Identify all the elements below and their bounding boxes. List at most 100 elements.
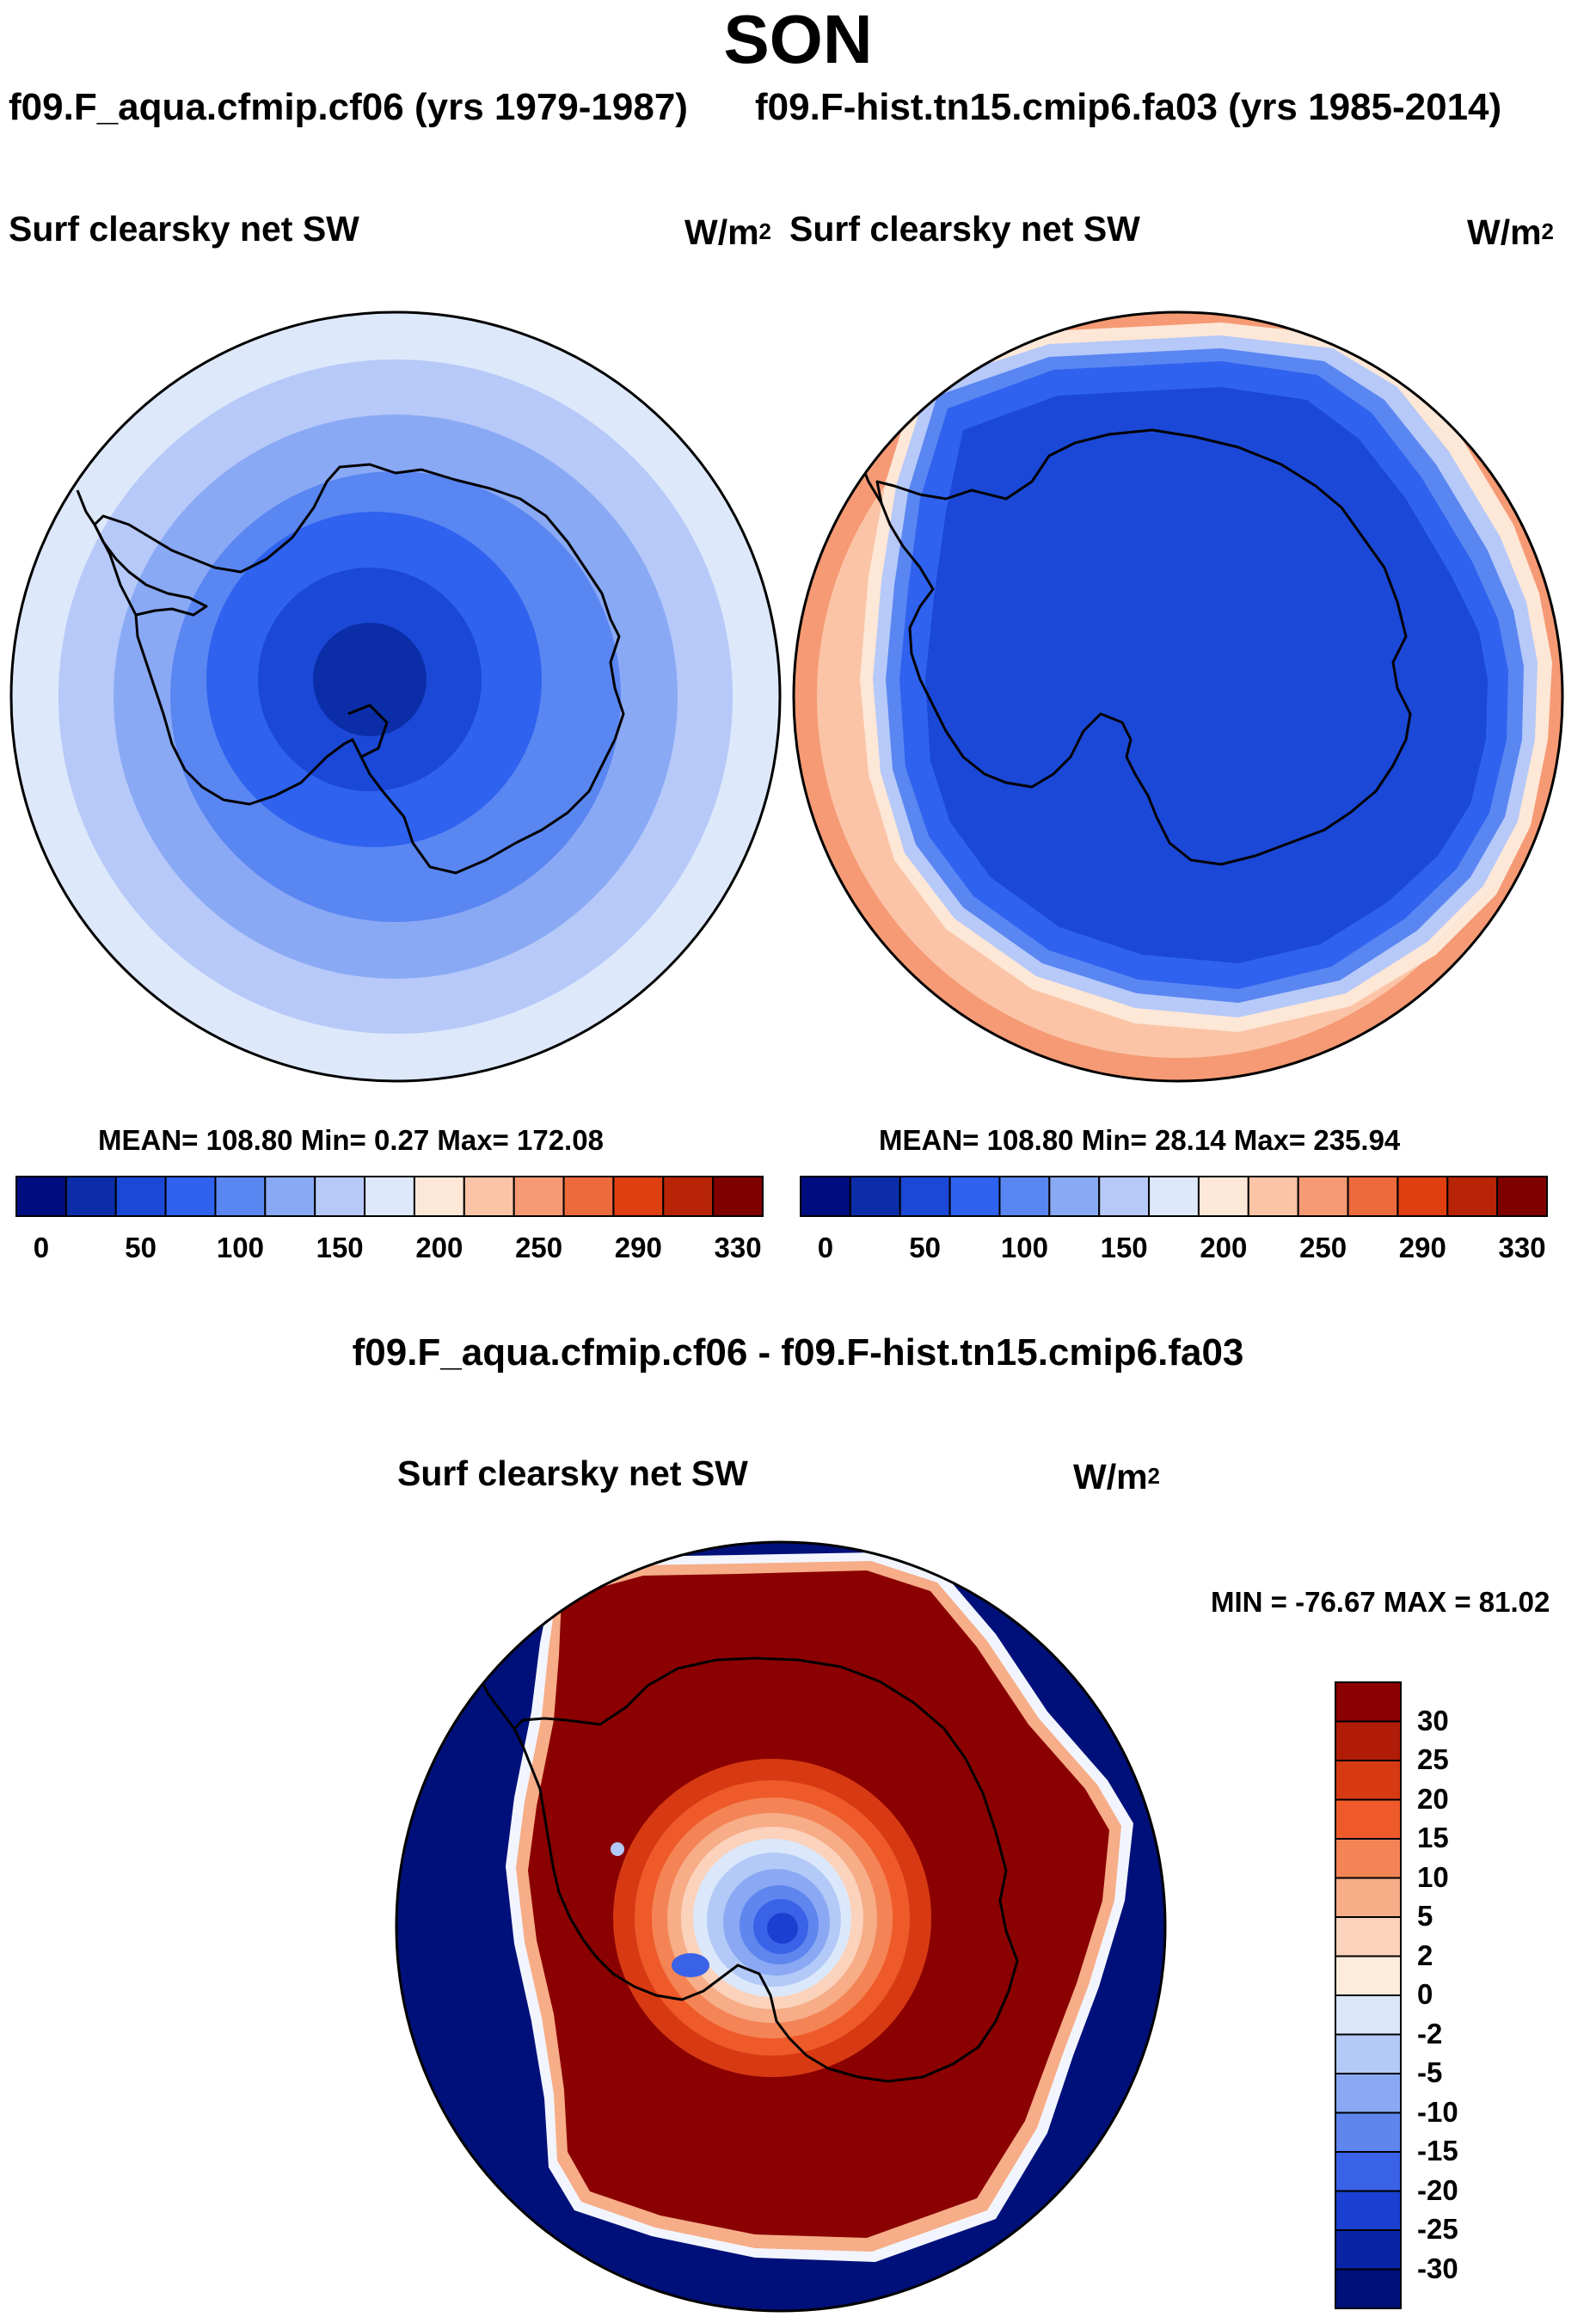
diff-colorbar-swatch (1335, 1955, 1402, 1996)
diff-colorbar-swatch (1335, 1838, 1402, 1879)
diff-colorbar-tick-label: 30 (1417, 1704, 1449, 1736)
left-colorbar-tick-label: 0 (33, 1232, 50, 1263)
left-colorbar-swatch (513, 1176, 565, 1217)
diff-map (395, 1540, 1167, 2313)
right-case-title: f09.F-hist.tn15.cmip6.fa03 (yrs 1985-201… (755, 86, 1502, 128)
diff-blue-spot (611, 1842, 624, 1856)
right-colorbar-tick-label: 200 (1200, 1232, 1248, 1263)
diff-colorbar-swatch (1335, 2151, 1402, 2192)
right-colorbar (800, 1176, 1549, 1217)
diff-map-border (395, 1540, 1167, 2313)
diff-ring-11 (767, 1913, 798, 1944)
left-colorbar-tick-label: 290 (614, 1232, 662, 1263)
diff-minmax: MIN = -76.67 MAX = 81.02 (1211, 1586, 1550, 1618)
diff-colorbar-swatch (1335, 1681, 1402, 1723)
left-colorbar-swatch (114, 1176, 167, 1217)
left-colorbar-tick-label: 330 (714, 1232, 762, 1263)
left-colorbar-swatch (364, 1176, 415, 1217)
diff-colorbar (1335, 1681, 1402, 2309)
right-map-border (792, 310, 1564, 1083)
right-colorbar-tick-label: 250 (1299, 1232, 1347, 1263)
diff-blue-patch (672, 1953, 709, 1977)
left-stats: MEAN= 108.80 Min= 0.27 Max= 172.08 (98, 1124, 604, 1156)
diff-colorbar-tick-label: 5 (1417, 1900, 1433, 1932)
left-colorbar-swatch (164, 1176, 217, 1217)
diff-antarctica-coastline (513, 1656, 1019, 2083)
diff-colorbar-tick-label: -5 (1417, 2056, 1443, 2088)
left-colorbar-swatch (662, 1176, 715, 1217)
left-map (9, 310, 782, 1083)
right-stats: MEAN= 108.80 Min= 28.14 Max= 235.94 (879, 1124, 1401, 1156)
diff-colorbar-tick-label: -20 (1417, 2173, 1458, 2206)
diff-colorbar-swatch (1335, 2073, 1402, 2114)
diff-colorbar-tick-label: 15 (1417, 1822, 1449, 1853)
diff-colorbar-tick-label: 0 (1417, 1978, 1433, 2010)
right-colorbar-swatch (1197, 1176, 1249, 1217)
left-colorbar-swatch (463, 1176, 515, 1217)
right-colorbar-swatch (1098, 1176, 1151, 1217)
left-colorbar-tick-label: 50 (125, 1232, 157, 1263)
right-colorbar-tick-label: 150 (1100, 1232, 1148, 1263)
diff-colorbar-swatch (1335, 1760, 1402, 1801)
diff-colorbar-swatch (1335, 2229, 1402, 2271)
diff-colorbar-swatch (1335, 1877, 1402, 1918)
left-colorbar-swatch (64, 1176, 117, 1217)
left-peninsula (76, 489, 138, 616)
right-colorbar-tick-label: 290 (1398, 1232, 1446, 1263)
diff-colorbar-swatch (1335, 1916, 1402, 1957)
right-colorbar-swatch (899, 1176, 951, 1217)
diff-colorbar-tick-label: -2 (1417, 2017, 1443, 2050)
right-colorbar-swatch (1347, 1176, 1399, 1217)
figure-title: SON (723, 1, 873, 77)
right-field-title: Surf clearsky net SW (789, 209, 1140, 249)
right-colorbar-swatch (998, 1176, 1051, 1217)
left-colorbar-tick-label: 200 (415, 1232, 463, 1263)
right-band-7 (925, 387, 1488, 963)
left-ice-shelf (347, 704, 389, 759)
right-colorbar-swatch (849, 1176, 901, 1217)
diff-colorbar-swatch (1335, 2033, 1402, 2074)
diff-colorbar-swatch (1335, 2190, 1402, 2231)
left-colorbar-tick-label: 150 (316, 1232, 364, 1263)
left-colorbar-swatch (413, 1176, 465, 1217)
left-colorbar-swatch (612, 1176, 665, 1217)
right-map (792, 310, 1564, 1083)
right-colorbar-swatch (1247, 1176, 1299, 1217)
left-units: W/m2 (684, 212, 772, 252)
diff-field-title: Surf clearsky net SW (397, 1454, 748, 1493)
right-colorbar-tick-label: 100 (1000, 1232, 1048, 1263)
diff-colorbar-tick-label: 25 (1417, 1743, 1449, 1775)
diff-colorbar-tick-label: -15 (1417, 2135, 1458, 2166)
diff-colorbar-tick-label: 2 (1417, 1939, 1433, 1971)
right-colorbar-tick-label: 0 (817, 1232, 834, 1263)
right-colorbar-swatch (1496, 1176, 1549, 1217)
right-colorbar-tick-label: 50 (909, 1232, 942, 1263)
left-antarctica-coastline (93, 463, 625, 875)
right-colorbar-swatch (948, 1176, 1001, 1217)
diff-colorbar-tick-label: -10 (1417, 2095, 1458, 2128)
diff-colorbar-tick-label: 10 (1417, 1860, 1449, 1893)
diff-colorbar-swatch (1335, 1720, 1402, 1761)
right-colorbar-tick-label: 330 (1498, 1232, 1546, 1263)
diff-title: f09.F_aqua.cfmip.cf06 - f09.F-hist.tn15.… (352, 1331, 1244, 1374)
left-colorbar-swatch (712, 1176, 764, 1217)
right-colorbar-swatch (1148, 1176, 1200, 1217)
right-units: W/m2 (1467, 212, 1555, 252)
left-case-title: f09.F_aqua.cfmip.cf06 (yrs 1979-1987) (9, 86, 688, 128)
right-colorbar-swatch (1396, 1176, 1449, 1217)
diff-colorbar-swatch (1335, 1994, 1402, 2036)
diff-colorbar-tick-label: -25 (1417, 2213, 1458, 2245)
right-colorbar-swatch (1446, 1176, 1499, 1217)
left-map-border (9, 310, 782, 1083)
diff-colorbar-swatch (1335, 2268, 1402, 2309)
right-antarctica-coastline (875, 428, 1412, 866)
left-colorbar-tick-label: 250 (515, 1232, 563, 1263)
right-colorbar-swatch (1048, 1176, 1101, 1217)
left-colorbar-swatch (214, 1176, 267, 1217)
left-colorbar-swatch (15, 1176, 67, 1217)
left-field-title: Surf clearsky net SW (9, 209, 359, 249)
left-colorbar-swatch (314, 1176, 366, 1217)
right-colorbar-swatch (800, 1176, 851, 1217)
left-band-7 (313, 623, 427, 736)
left-colorbar-swatch (562, 1176, 615, 1217)
